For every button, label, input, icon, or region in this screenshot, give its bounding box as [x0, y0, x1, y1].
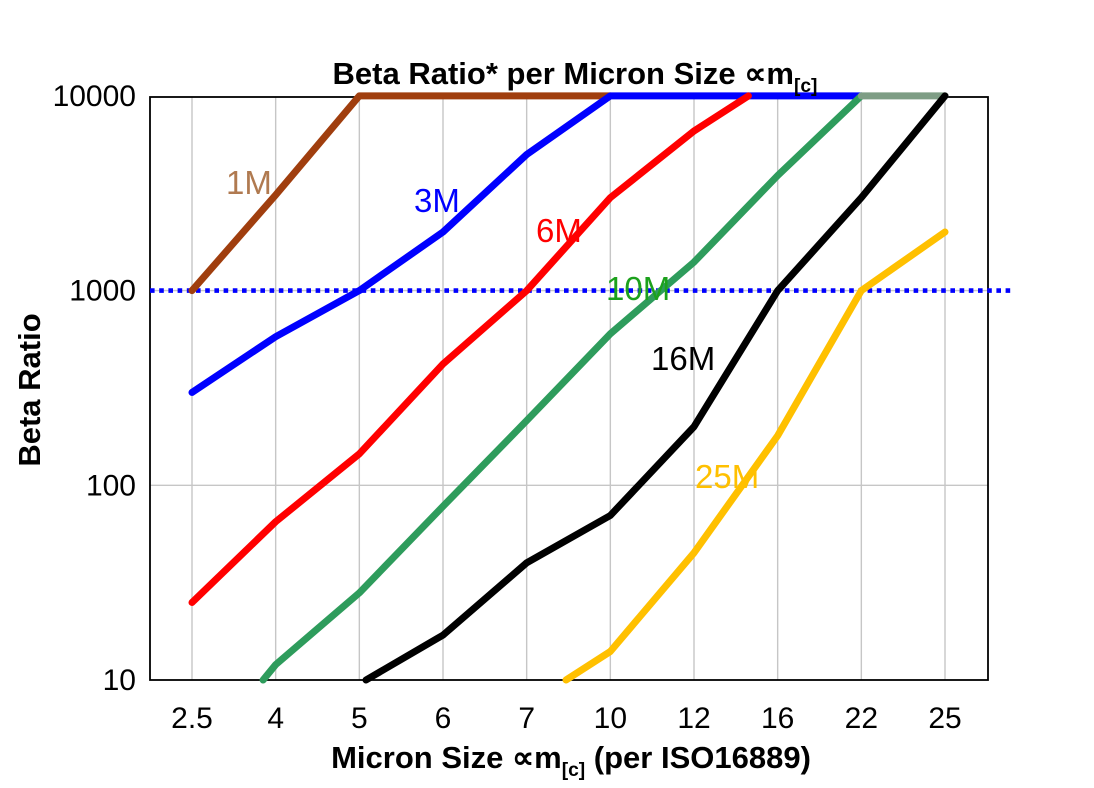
series-label-1m: 1M [226, 164, 272, 201]
x-tick-label-16: 16 [761, 702, 794, 735]
x-tick-label-5: 5 [351, 702, 368, 735]
subscript-c: [c] [794, 76, 817, 97]
series-line-10m [259, 92, 865, 684]
subscript-c: [c] [562, 760, 585, 781]
series-line-25m [562, 228, 949, 684]
series-label-6m: 6M [536, 212, 582, 249]
series-line-3m [188, 92, 865, 396]
series-line-1m [188, 92, 614, 295]
x-tick-label-7: 7 [518, 702, 535, 735]
label-text: Beta Ratio* per Micron Size ∝m [333, 56, 794, 91]
series-label-3m: 3M [414, 182, 460, 219]
series-line-6m [188, 92, 752, 606]
y-axis-title: Beta Ratio [12, 313, 47, 466]
y-tick-label-1000: 1000 [69, 275, 136, 308]
x-tick-label-2.5: 2.5 [171, 702, 213, 735]
series-label-10m: 10M [606, 270, 670, 307]
x-tick-label-6: 6 [435, 702, 452, 735]
x-tick-label-10: 10 [594, 702, 627, 735]
x-tick-label-4: 4 [267, 702, 284, 735]
series-line-16m [362, 92, 949, 684]
y-tick-label-10000: 10000 [53, 80, 136, 113]
series-label-25m: 25M [695, 458, 759, 495]
x-axis-title: Micron Size ∝m[c] (per ISO16889) [331, 740, 811, 781]
x-tick-label-12: 12 [677, 702, 710, 735]
y-tick-label-10: 10 [103, 664, 136, 697]
x-tick-label-25: 25 [928, 702, 961, 735]
label-text: Micron Size ∝m [331, 740, 562, 775]
y-tick-label-100: 100 [86, 469, 136, 502]
label-text: (per ISO16889) [585, 740, 811, 775]
series-label-16m: 16M [651, 340, 715, 377]
x-tick-label-22: 22 [845, 702, 878, 735]
chart-title: Beta Ratio* per Micron Size ∝m[c] [333, 56, 818, 97]
